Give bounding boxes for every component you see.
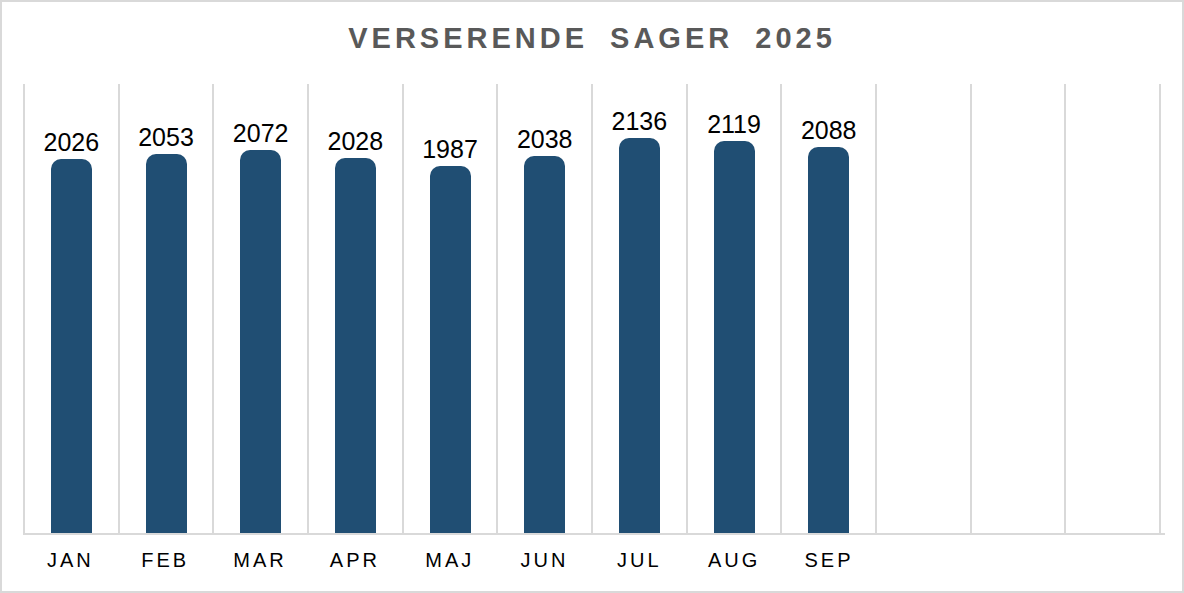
- bar-group: 2136: [612, 84, 668, 533]
- bar: [619, 138, 660, 533]
- bar: [51, 159, 92, 533]
- grid-column: [1064, 84, 1161, 533]
- bar: [430, 166, 471, 533]
- x-axis-label: AUG: [687, 546, 782, 574]
- bar-value-label: 2053: [138, 125, 194, 150]
- grid-column: 2053: [118, 84, 213, 533]
- grid-column: [970, 84, 1065, 533]
- bar-group: 2088: [801, 84, 857, 533]
- bar-value-label: 2038: [517, 127, 573, 152]
- grid-column: 1987: [402, 84, 497, 533]
- bar-group: 2072: [233, 84, 289, 533]
- grid-column: 2136: [591, 84, 686, 533]
- bar-value-label: 2072: [233, 121, 289, 146]
- bar-value-label: 2119: [707, 112, 761, 137]
- grid-column: 2088: [780, 84, 875, 533]
- bar: [335, 158, 376, 533]
- plot-area: 2026 2053 2072 2028 1987 2038 2136 2119 2088: [23, 84, 1161, 533]
- bar-value-label: 2028: [328, 129, 384, 154]
- x-axis-label: [876, 546, 971, 574]
- x-axis-label: [1066, 546, 1161, 574]
- bar: [146, 154, 187, 533]
- bar-value-label: 1987: [422, 137, 478, 162]
- x-axis-label: FEB: [118, 546, 213, 574]
- bar-group: 1987: [422, 84, 478, 533]
- x-axis-label: JUN: [497, 546, 592, 574]
- grid-column: [875, 84, 970, 533]
- bar-value-label: 2088: [801, 118, 857, 143]
- bar-value-label: 2026: [44, 130, 100, 155]
- x-axis-labels: JANFEBMARAPRMAJJUNJULAUGSEP: [23, 546, 1161, 574]
- bar-group: 2119: [707, 84, 761, 533]
- bar-group: 2053: [138, 84, 194, 533]
- grid-column: 2119: [686, 84, 781, 533]
- x-axis-line: [23, 533, 1165, 535]
- bar-group: 2038: [517, 84, 573, 533]
- x-axis-label: SEP: [782, 546, 877, 574]
- chart-title: VERSERENDE SAGER 2025: [2, 22, 1182, 55]
- grid-column: 2038: [496, 84, 591, 533]
- grid-column: 2028: [307, 84, 402, 533]
- x-axis-label: MAJ: [402, 546, 497, 574]
- bar: [714, 141, 755, 533]
- x-axis-label: [971, 546, 1066, 574]
- x-axis-label: JUL: [592, 546, 687, 574]
- bar-group: 2028: [328, 84, 384, 533]
- bar: [240, 150, 281, 533]
- x-axis-label: MAR: [213, 546, 308, 574]
- bar-value-label: 2136: [612, 109, 668, 134]
- bar-group: 2026: [44, 84, 100, 533]
- chart-frame: VERSERENDE SAGER 2025 2026 2053 2072 2028 19…: [0, 0, 1184, 593]
- grid-column: 2026: [23, 84, 118, 533]
- bar: [524, 156, 565, 533]
- bar: [808, 147, 849, 533]
- grid-column: 2072: [212, 84, 307, 533]
- x-axis-label: APR: [307, 546, 402, 574]
- x-axis-label: JAN: [23, 546, 118, 574]
